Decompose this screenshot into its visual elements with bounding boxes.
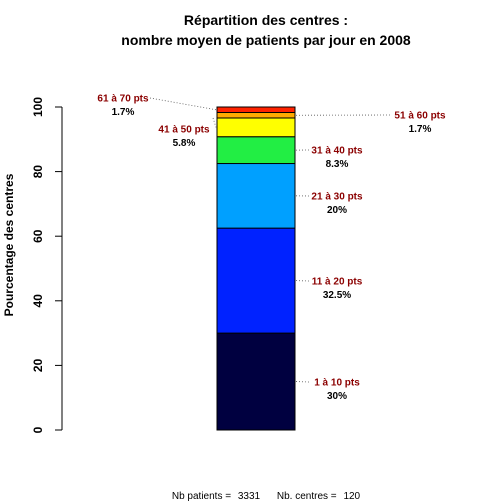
bar-segment-4 [216,136,296,165]
y-axis: 0 20 40 60 80 100 [31,97,63,433]
bar-segment-1 [216,332,296,431]
segment-range-label-2: 11 à 20 pts [312,277,363,288]
segment-labels: 1 à 10 pts 30% 11 à 20 pts 32.5% 21 à 30 pts… [97,94,446,403]
y-tick-label: 100 [31,97,45,117]
segment-percent-label-5: 5.8% [173,138,196,149]
segment-percent-label-7: 1.7% [112,107,135,118]
bar-segment-5 [216,117,296,138]
y-tick-label: 0 [31,426,45,433]
y-axis-title: Pourcentage des centres [2,173,16,316]
footer-patients-label: Nb patients = [172,491,231,502]
chart-title-line-1: Répartition des centres : [184,12,348,28]
segment-percent-label-6: 1.7% [409,124,432,135]
segment-range-label-7: 61 à 70 pts [97,94,149,105]
segment-percent-label-1: 30% [327,391,347,402]
footer-centres-label: Nb. centres = [277,491,337,502]
leader-line-7 [149,97,217,111]
segment-percent-label-4: 8.3% [326,159,349,170]
bar-segment-7 [216,106,296,113]
footer-centres-value: 120 [343,491,360,502]
segment-range-label-6: 51 à 60 pts [394,111,446,122]
leader-line-5 [212,117,217,128]
y-tick-label: 20 [31,358,45,372]
bar-segment-6 [216,111,296,119]
segment-range-label-5: 41 à 50 pts [158,125,210,136]
segment-range-label-4: 31 à 40 pts [311,146,363,157]
footer-text: Nb patients = 3331 Nb. centres = 120 [172,491,361,502]
bar-segment-3 [216,163,296,229]
segment-percent-label-2: 32.5% [323,290,351,301]
y-tick-label: 80 [31,165,45,179]
chart-title-line-2: nombre moyen de patients par jour en 200… [121,32,411,48]
y-tick-label: 60 [31,229,45,243]
segment-range-label-1: 1 à 10 pts [314,378,360,389]
leader-lines [149,97,391,383]
footer-patients-value: 3331 [238,491,261,502]
bar-segment-2 [216,227,296,334]
bar-segments [216,106,296,431]
y-tick-label: 40 [31,294,45,308]
segment-percent-label-3: 20% [327,205,347,216]
segment-range-label-3: 21 à 30 pts [311,192,363,203]
